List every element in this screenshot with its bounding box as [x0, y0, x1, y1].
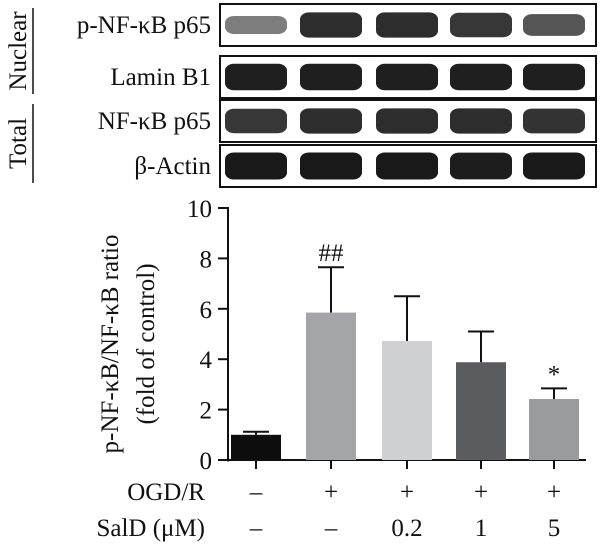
blot-band	[225, 108, 287, 134]
y-tick-label: 10	[187, 196, 212, 223]
blot-row-label: β-Actin	[134, 153, 211, 180]
treatment-table: OGD/R – + + + + SalD (μM) – – 0.2 1 5	[96, 479, 561, 542]
blot-band	[300, 152, 362, 180]
treatment-value: –	[324, 515, 338, 542]
treatment-value: 5	[548, 515, 561, 542]
blot-band	[523, 152, 585, 180]
blot-band	[300, 12, 362, 38]
treatment-row-label: OGD/R	[127, 479, 205, 506]
treatment-value: +	[474, 479, 488, 506]
blot-group-label: Total	[5, 118, 32, 169]
blot-band	[450, 152, 512, 180]
y-axis: 0 2 4 6 8 10	[187, 196, 586, 475]
treatment-value: 0.2	[391, 515, 422, 542]
blot-band	[225, 63, 287, 91]
y-tick-label: 8	[200, 246, 213, 273]
treatment-row-label: SalD (μM)	[96, 515, 205, 542]
blot-band	[376, 108, 438, 134]
blot-band	[376, 63, 438, 91]
significance-marker: ##	[319, 240, 345, 267]
bar	[456, 362, 506, 460]
bars: ## *	[231, 240, 579, 460]
blot-band	[523, 63, 585, 91]
significance-marker: *	[548, 361, 561, 388]
blot-band	[225, 15, 287, 35]
blot-band	[376, 152, 438, 180]
blot-band	[376, 12, 438, 38]
y-tick-label: 2	[200, 398, 213, 425]
y-tick-label: 0	[200, 448, 213, 475]
bar	[382, 341, 432, 460]
blot-band	[450, 108, 512, 134]
western-blot-panel: p-NF-κB p65 Lamin B1 NF-κB p65 β-Actin Nucle…	[5, 3, 597, 188]
bar	[306, 312, 356, 460]
blot-group-label: Nuclear	[5, 11, 32, 91]
blot-band	[300, 63, 362, 91]
y-tick-label: 6	[200, 297, 213, 324]
bar	[231, 434, 281, 460]
treatment-value: 1	[475, 515, 488, 542]
y-tick-label: 4	[200, 347, 213, 374]
y-axis-label-line: (fold of control)	[133, 263, 160, 424]
y-axis-label-line: p-NF-κB/NF-κB ratio	[97, 235, 124, 454]
bar	[529, 399, 579, 460]
treatment-value: –	[249, 479, 263, 506]
blot-band	[523, 108, 585, 134]
blot-band	[300, 108, 362, 134]
blot-band	[450, 12, 512, 38]
blot-row-label: p-NF-κB p65	[77, 12, 211, 39]
blot-band	[225, 152, 287, 180]
blot-row-label: Lamin B1	[110, 64, 211, 91]
blot-row-label: NF-κB p65	[98, 108, 211, 135]
treatment-value: +	[547, 479, 561, 506]
treatment-value: +	[324, 479, 338, 506]
y-axis-label: p-NF-κB/NF-κB ratio (fold of control)	[97, 235, 160, 454]
blot-band	[450, 63, 512, 91]
blot-band	[523, 14, 585, 36]
treatment-value: +	[400, 479, 414, 506]
bar-chart: 0 2 4 6 8 10 ## * p-NF-κB/NF-κB ratio (fold of …	[96, 196, 586, 542]
treatment-value: –	[249, 515, 263, 542]
